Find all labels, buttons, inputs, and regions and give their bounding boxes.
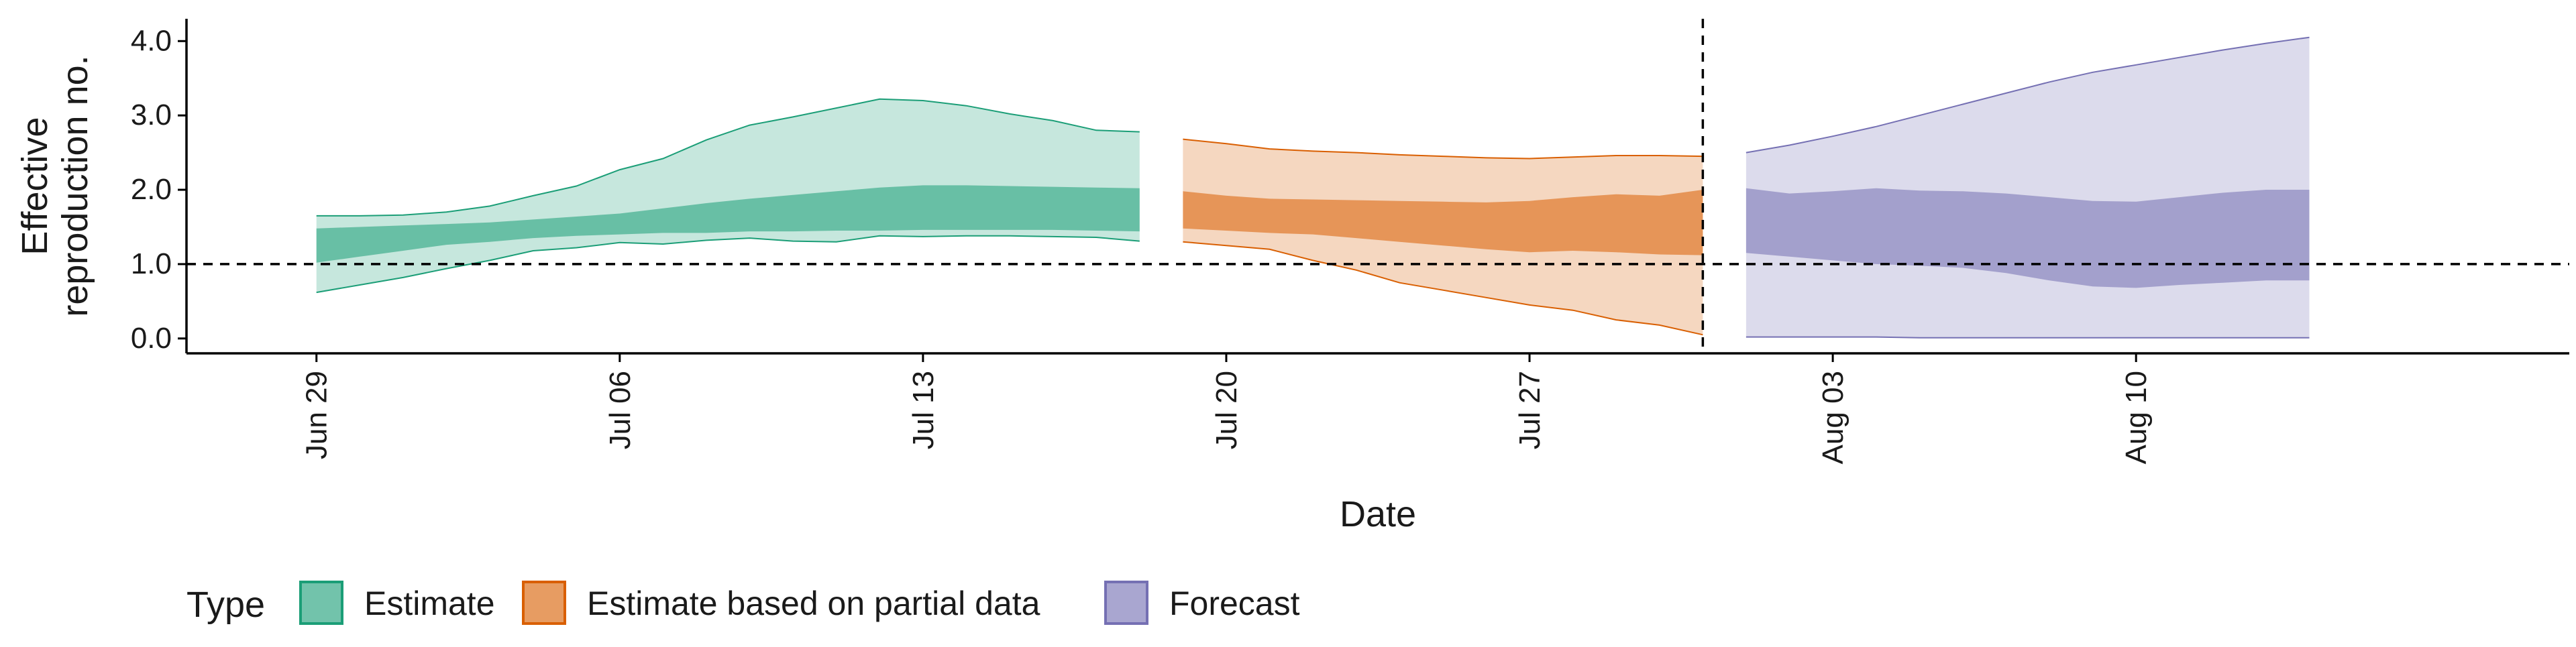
band-90-lower-edge-estimate [316, 235, 1140, 294]
y-tick-label: 0.0 [131, 322, 172, 355]
band-90-estimate [316, 99, 1140, 293]
y-axis-title-line: reproduction no. [55, 55, 95, 316]
legend-title: Type [186, 585, 265, 625]
x-tick-label: Aug 03 [1817, 371, 1849, 464]
series-estimate [316, 98, 1140, 294]
band-90-lower-edge-forecast [1746, 336, 2310, 339]
legend-swatch-forecast [1104, 581, 1148, 625]
reference-lines-layer [186, 19, 2569, 353]
legend-label-estimate: Estimate [364, 585, 495, 622]
x-tick-label: Jul 13 [907, 371, 940, 449]
band-90-upper-edge-estimate [316, 98, 1140, 217]
band-50-estimate [316, 185, 1140, 263]
legend-item-estimate-based-on-partial-data: Estimate based on partial data [522, 581, 1040, 625]
y-tick-label: 1.0 [131, 247, 172, 280]
y-tick-label: 3.0 [131, 99, 172, 131]
axes-layer: 0.0 1.0 2.0 3.0 4.0 Jun 29 Jul 06 Jul 13 Jul 20 J… [15, 19, 2569, 534]
x-tick-label: Jul 06 [604, 371, 637, 449]
legend-label-forecast: Forecast [1169, 585, 1300, 622]
legend-swatch-estimate-based-on-partial-data [522, 581, 566, 625]
band-50-estimate-based-on-partial-data [1183, 190, 1703, 255]
legend-item-forecast: Forecast [1104, 581, 1300, 625]
legend-label-estimate-based-on-partial-data: Estimate based on partial data [587, 585, 1040, 622]
legend-swatch-estimate [299, 581, 343, 625]
y-axis-title: Effectivereproduction no. [15, 55, 95, 316]
x-tick-label: Aug 10 [2120, 371, 2153, 464]
x-tick-label: Jul 20 [1210, 371, 1243, 449]
y-tick-label: 4.0 [131, 24, 172, 57]
y-tick-label: 2.0 [131, 173, 172, 206]
series-forecast [1746, 36, 2310, 339]
x-tick-label: Jul 27 [1513, 371, 1546, 449]
band-90-upper-edge-forecast [1746, 36, 2310, 154]
legend: Type Estimate Estimate based on partial da… [186, 581, 1300, 625]
series-estimate-based-on-partial-data [1183, 138, 1703, 336]
y-axis-title-line: Effective [15, 117, 55, 255]
x-tick-label: Jun 29 [301, 371, 333, 459]
bands-layer [316, 36, 2310, 339]
band-90-forecast [1746, 37, 2310, 338]
x-axis-title: Date [1340, 494, 1416, 534]
band-90-upper-edge-estimate-based-on-partial-data [1183, 138, 1703, 160]
legend-item-estimate: Estimate [299, 581, 495, 625]
band-90-lower-edge-estimate-based-on-partial-data [1183, 241, 1703, 336]
